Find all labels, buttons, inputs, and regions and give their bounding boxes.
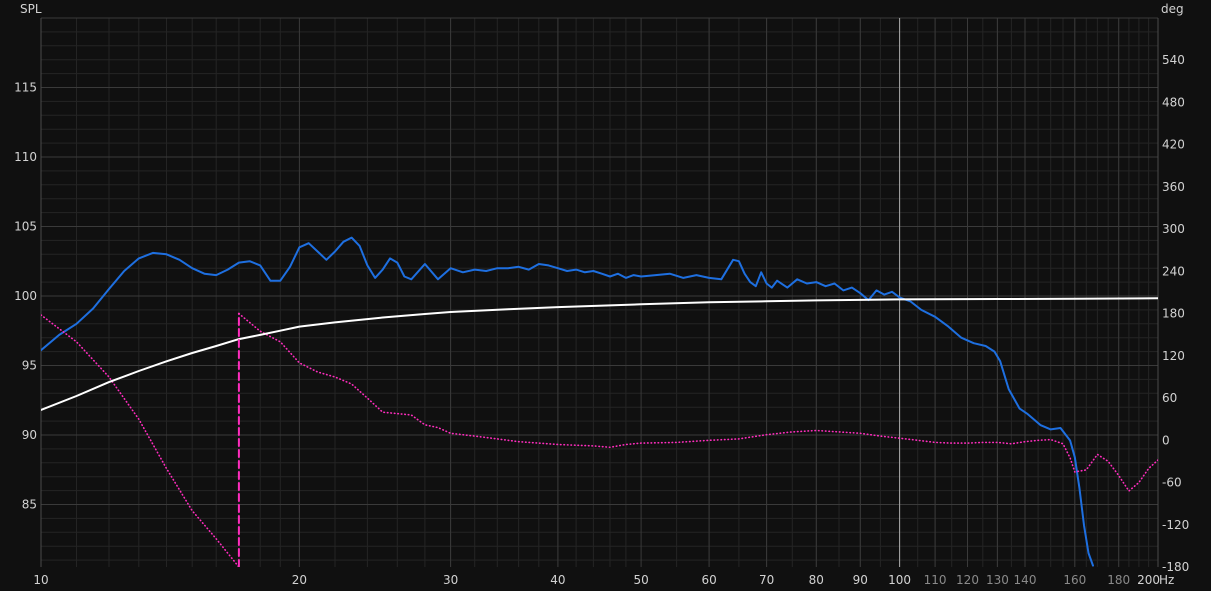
left-axis-labels: 85 90 95 100 105 110 115 — [14, 81, 37, 512]
x-tick-label: 100 — [888, 573, 911, 587]
left-tick-label: 115 — [14, 81, 37, 95]
x-tick-label: 60 — [701, 573, 716, 587]
left-axis-title: SPL — [20, 2, 42, 16]
series-spl — [41, 236, 1094, 567]
left-tick-label: 95 — [22, 359, 37, 373]
right-tick-label: 0 — [1162, 433, 1170, 447]
right-tick-label: 60 — [1162, 391, 1177, 405]
right-tick-label: -180 — [1162, 560, 1189, 574]
right-tick-label: -60 — [1162, 476, 1182, 490]
right-tick-label: 360 — [1162, 180, 1185, 194]
left-tick-label: 100 — [14, 289, 37, 303]
right-tick-label: 180 — [1162, 307, 1185, 321]
x-tick-label: 50 — [633, 573, 648, 587]
x-tick-label-minor: 130 — [986, 573, 1009, 587]
left-tick-label: 90 — [22, 428, 37, 442]
right-axis-labels: -180 -120 -60 0 60 120 180 240 300 360 420 480 540 — [1162, 53, 1189, 574]
right-tick-label: 240 — [1162, 264, 1185, 278]
series-reference — [41, 297, 1158, 411]
x-tick-label-minor: 160 — [1063, 573, 1086, 587]
x-tick-label-minor: 140 — [1014, 573, 1037, 587]
left-tick-label: 85 — [22, 498, 37, 512]
right-tick-label: 120 — [1162, 349, 1185, 363]
x-tick-label-minor: 110 — [924, 573, 947, 587]
x-tick-label: 10 — [33, 573, 48, 587]
right-tick-label: 540 — [1162, 53, 1185, 67]
series-layer — [41, 236, 1158, 567]
x-tick-label: 200 — [1137, 573, 1160, 587]
right-axis-title: deg — [1161, 2, 1184, 16]
left-tick-label: 105 — [14, 220, 37, 234]
x-axis-unit-label: Hz — [1159, 573, 1174, 587]
right-tick-label: 420 — [1162, 138, 1185, 152]
x-axis-labels: 10 20 30 40 50 60 70 80 90 100 200 110 120 130 140 160 1… — [33, 573, 1160, 587]
x-tick-label-minor: 180 — [1107, 573, 1130, 587]
right-tick-label: 480 — [1162, 96, 1185, 110]
x-tick-label: 90 — [853, 573, 868, 587]
series-phase-segment-1 — [41, 314, 240, 567]
series-phase-segment-2 — [238, 312, 1158, 492]
x-tick-label: 80 — [809, 573, 824, 587]
x-tick-label: 20 — [292, 573, 307, 587]
x-tick-label-minor: 120 — [956, 573, 979, 587]
right-tick-label: -120 — [1162, 518, 1189, 532]
right-tick-label: 300 — [1162, 222, 1185, 236]
x-tick-label: 40 — [550, 573, 565, 587]
x-tick-label: 30 — [443, 573, 458, 587]
x-tick-label: 70 — [759, 573, 774, 587]
left-tick-label: 110 — [14, 150, 37, 164]
